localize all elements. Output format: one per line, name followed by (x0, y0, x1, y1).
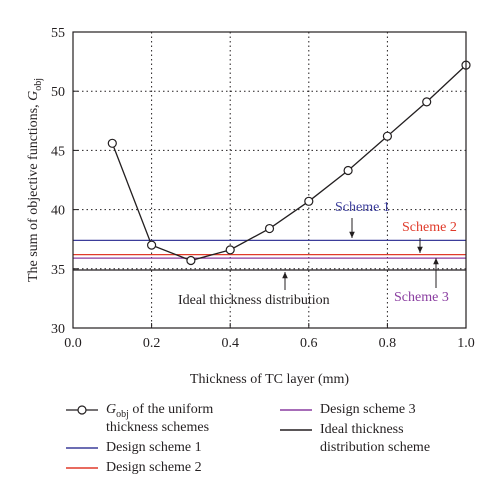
data-point (225, 245, 235, 255)
annotation-label: Scheme 3 (394, 290, 449, 305)
y-tick-label: 45 (51, 144, 65, 159)
ticks: 0.0 0.2 0.4 0.6 0.8 1.0 30 35 40 45 50 55 (51, 26, 475, 351)
data-point (107, 138, 117, 148)
legend-item-gobj: Gobj of the uniform thickness schemes (66, 400, 286, 435)
legend-label-ideal: Ideal thickness (320, 422, 404, 437)
legend-label-scheme-2: Design scheme 2 (106, 460, 202, 475)
y-axis-title-sub: obj (33, 78, 44, 91)
legend-label-g: G (106, 402, 117, 417)
data-point (147, 240, 157, 250)
reference-lines (73, 239, 466, 271)
legend-item-design-scheme-1: Design scheme 1 (66, 438, 286, 458)
x-tick-label: 0.6 (300, 336, 318, 351)
annotation-label: Ideal thickness distribution (178, 293, 330, 308)
x-tick-label: 0.4 (221, 336, 239, 351)
x-tick-label: 0.8 (379, 336, 397, 351)
series-group (107, 60, 471, 266)
plot-frame (72, 31, 467, 329)
legend-label-rest: of the uniform (128, 402, 214, 417)
legend-symbol-scheme-3 (280, 409, 312, 411)
x-tick-label: 0.2 (143, 336, 161, 351)
y-tick-label: 55 (51, 26, 65, 41)
data-point (422, 97, 432, 107)
y-axis-title-g: G (26, 91, 41, 101)
y-tick-label: 50 (51, 85, 65, 100)
grid (73, 32, 466, 328)
y-axis-title: The sum of objective functions, Gobj (26, 78, 44, 282)
x-tick-label: 0.0 (64, 336, 82, 351)
legend-label-sub: obj (116, 408, 129, 420)
y-tick-label: 40 (51, 204, 65, 219)
data-point (343, 165, 353, 176)
annotation-label: Scheme 2 (402, 220, 457, 235)
legend-label-gobj-line2: thickness schemes (106, 420, 210, 435)
legend-label-ideal-line2: distribution scheme (320, 440, 431, 455)
legend-item-ideal-scheme: Ideal thickness distribution scheme (280, 420, 480, 455)
x-axis-title: Thickness of TC layer (mm) (190, 372, 349, 387)
x-tick-label: 1.0 (457, 336, 475, 351)
legend-symbol-scheme-2 (66, 467, 98, 469)
legend-label-scheme-3: Design scheme 3 (320, 402, 416, 417)
annotations: Scheme 1 Scheme 2 Scheme 3 Ideal thickness … (178, 200, 457, 308)
data-point (304, 196, 314, 206)
legend-symbol-scheme-1 (66, 447, 98, 449)
annotation-label: Scheme 1 (335, 200, 390, 215)
y-tick-label: 35 (51, 263, 65, 278)
legend-symbol-line-marker (66, 405, 98, 415)
data-point (382, 131, 392, 141)
data-point (264, 223, 275, 234)
legend-item-design-scheme-3: Design scheme 3 (280, 400, 480, 420)
y-tick-label: 30 (51, 322, 65, 337)
legend-label-gobj: Gobj of the uniform (106, 402, 213, 423)
legend-label-scheme-1: Design scheme 1 (106, 440, 202, 455)
legend-item-design-scheme-2: Design scheme 2 (66, 458, 286, 478)
series-line (111, 64, 467, 262)
data-point (186, 255, 196, 266)
legend-symbol-ideal (280, 429, 312, 431)
legend: Gobj of the uniform thickness schemes De… (0, 392, 500, 492)
y-axis-title-main: The sum of objective functions, (26, 101, 41, 282)
